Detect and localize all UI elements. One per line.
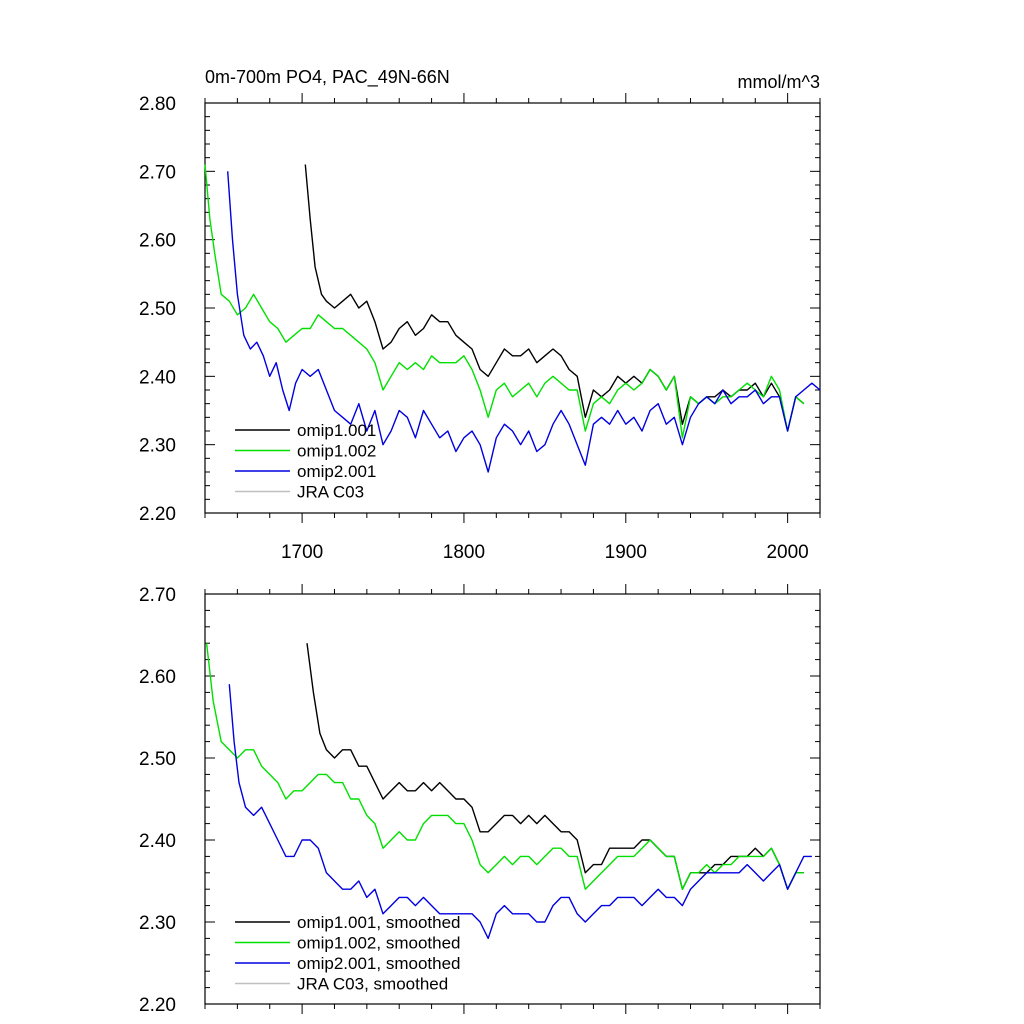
series-line-omip1_002 bbox=[205, 643, 804, 890]
legend-entry: omip1.002 bbox=[297, 442, 376, 461]
y-tick-label: 2.40 bbox=[139, 831, 176, 852]
x-tick-label: 1800 bbox=[443, 542, 485, 563]
top-panel-lines bbox=[204, 164, 821, 473]
y-tick-label: 2.70 bbox=[139, 585, 176, 606]
y-tick-label: 2.20 bbox=[139, 504, 176, 525]
y-tick-label: 2.60 bbox=[139, 231, 176, 252]
y-tick-label: 2.50 bbox=[139, 749, 176, 770]
bottom-panel-frame bbox=[204, 593, 821, 1005]
series-line-omip2_001 bbox=[227, 171, 821, 473]
legend-entry: omip1.002, smoothed bbox=[297, 934, 461, 953]
x-tick-label: 1700 bbox=[281, 542, 323, 563]
x-tick-label: 2000 bbox=[766, 542, 808, 563]
y-tick-label: 2.80 bbox=[139, 94, 176, 115]
bottom-panel-ticks: 2.20 2.30 2.40 2.50 2.60 2.70 bbox=[139, 584, 821, 1016]
legend-entry: omip1.001, smoothed bbox=[297, 913, 461, 932]
legend-entry: JRA C03, smoothed bbox=[297, 975, 448, 994]
top-panel: 0m-700m PO4, PAC_49N-66N mmol/m^3 2.202.… bbox=[139, 67, 821, 563]
y-tick-label: 2.30 bbox=[139, 913, 176, 934]
top-panel-ticks: 2.20 2.30 2.40 2.50 2.60 2.70 2.80 1700 1800 1900… bbox=[139, 93, 821, 563]
y-tick-label: 2.70 bbox=[139, 162, 176, 183]
y-tick-label: 2.50 bbox=[139, 299, 176, 320]
bottom-panel-lines bbox=[205, 643, 812, 940]
bottom-panel-legend: omip1.001, smoothed omip1.002, smoothedom… bbox=[235, 913, 461, 994]
top-panel-title: 0m-700m PO4, PAC_49N-66N bbox=[205, 67, 450, 88]
y-tick-label: 2.30 bbox=[139, 436, 176, 457]
legend-entry: JRA C03 bbox=[297, 483, 364, 502]
y-tick-label: 2.60 bbox=[139, 667, 176, 688]
series-line-omip1_001 bbox=[304, 164, 805, 432]
series-line-omip1_001 bbox=[306, 643, 804, 890]
legend-entry: omip1.001 bbox=[297, 421, 376, 440]
series-line-omip2_001 bbox=[228, 684, 812, 940]
y-tick-label: 2.20 bbox=[139, 995, 176, 1016]
top-panel-unit: mmol/m^3 bbox=[738, 72, 820, 92]
x-tick-label: 1900 bbox=[605, 542, 647, 563]
bottom-panel: 2.20 2.30 2.40 2.50 2.60 2.70 omip1.001, smoo… bbox=[139, 584, 821, 1016]
legend-entry: omip2.001 bbox=[297, 462, 376, 481]
legend-entry: omip2.001, smoothed bbox=[297, 954, 461, 973]
y-tick-label: 2.40 bbox=[139, 367, 176, 388]
